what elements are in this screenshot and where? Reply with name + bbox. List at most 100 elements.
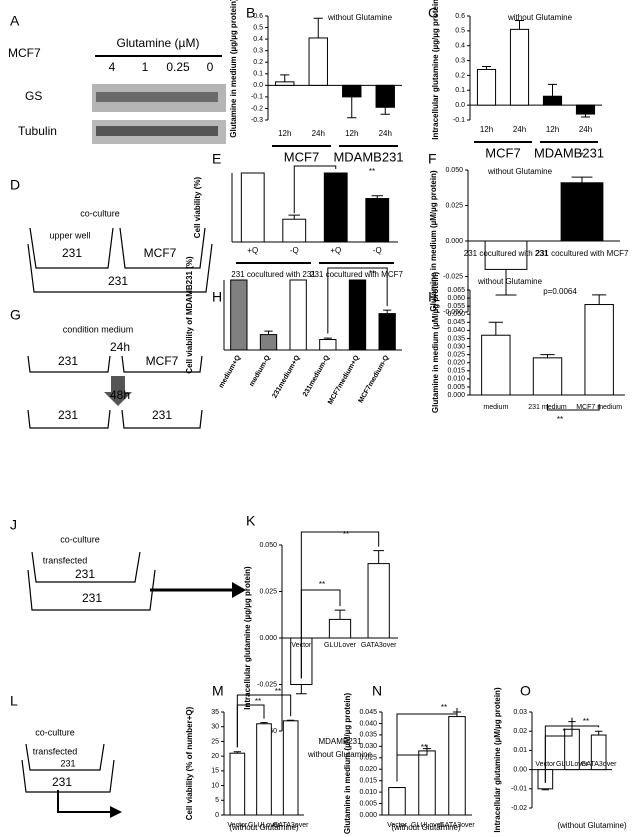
bar (378, 313, 396, 351)
group-label: 231 cocultured with MCF7 (310, 270, 403, 279)
panel-letter: I (428, 289, 432, 305)
y-tick-label: 0.035 (447, 335, 465, 342)
label: 231 (62, 246, 82, 260)
y-tick-label: -0.2 (251, 105, 263, 112)
annotation: without Glutamine (507, 13, 573, 22)
y-tick-label: 0.03 (513, 709, 527, 716)
significance-bracket (396, 708, 458, 782)
error-bar (540, 354, 555, 358)
y-tick-label: 0.01 (513, 747, 527, 754)
y-tick-label: 0.5 (253, 24, 263, 31)
y-tick-label: 0.045 (447, 319, 465, 326)
annotation: (without Glutamine) (391, 823, 461, 832)
lane: 1 (142, 60, 149, 74)
y-tick-label: 0.045 (359, 709, 377, 716)
diagram-title: co-culture (60, 534, 100, 544)
well (31, 551, 141, 583)
error-bar (288, 214, 300, 220)
x-tick-label: GATA3over (439, 822, 475, 829)
bar (365, 198, 390, 243)
y-tick-label: 0.02 (513, 728, 527, 735)
tray (121, 409, 203, 429)
bar (418, 750, 436, 816)
row-label: GS (25, 89, 42, 103)
panel-letter: F (428, 151, 437, 167)
y-axis-label: Intracellular glutamine (µg/µg protein) (243, 566, 252, 710)
arrow-head (232, 582, 246, 598)
error-bar (514, 19, 525, 30)
significance-bracket (236, 694, 292, 748)
y-tick-label: 35 (211, 709, 219, 716)
significance-bracket (293, 165, 337, 214)
label: 231 (152, 408, 172, 422)
annotation: p=0.0064 (543, 287, 577, 296)
panel-letter: O (520, 683, 531, 699)
y-tick-label: 0.3 (455, 57, 465, 64)
y-tick-label: 0.6 (253, 13, 263, 20)
blot-band (96, 92, 218, 102)
bar (323, 172, 348, 243)
error-bar (371, 195, 383, 199)
annotation: (without Glutamine) (229, 823, 299, 832)
label: 231 (58, 408, 78, 422)
x-tick-label: 12h (278, 129, 291, 138)
y-axis-label: Cell viability (% of number+Q) (185, 706, 194, 820)
x-tick-label: 231medium-Q (302, 354, 331, 398)
error-bar (481, 66, 492, 70)
y-tick-label: 0.005 (359, 800, 377, 807)
row-label: Tubulin (18, 124, 57, 138)
y-tick-label: -0.02 (511, 805, 527, 812)
y-tick-label: 25 (211, 738, 219, 745)
x-tick-label: GLULover (324, 642, 357, 649)
panel-letter: A (10, 13, 20, 29)
panel-letter: B (246, 5, 255, 21)
x-tick-label: medium+Q (218, 354, 243, 389)
annotation: ** (319, 580, 325, 589)
bar (308, 37, 328, 86)
arrow (57, 790, 112, 813)
y-axis-label: Cell viability (%) (193, 176, 202, 238)
x-tick-label: -Q (373, 246, 382, 255)
label: 231 (60, 758, 75, 768)
y-tick-label: 15 (211, 768, 219, 775)
y-tick-label: 0 (215, 812, 219, 819)
annotation: MDAMB231 (318, 737, 362, 746)
y-axis-label: Glutamine in medium (µM/µg protein) (429, 170, 438, 312)
x-tick-label: GATA3over (581, 761, 617, 768)
y-axis-label: Intracellular glutamine (µg/µg protein) (431, 0, 440, 140)
label: 231 (82, 591, 102, 605)
x-tick-label: Vector (227, 822, 248, 829)
significance-bracket (327, 267, 388, 334)
panel-letter: J (10, 517, 17, 533)
annotation: ** (421, 743, 427, 752)
error-bar (383, 309, 392, 314)
annotation: ** (255, 697, 261, 706)
y-tick-label: 0.6 (455, 13, 465, 20)
bar (342, 84, 362, 98)
y-tick-label: 0.4 (455, 43, 465, 50)
error-bar (323, 337, 332, 340)
bar (348, 279, 367, 351)
y-tick-label: 0.040 (447, 327, 465, 334)
diagram-title: co-culture (80, 208, 120, 218)
y-tick-label: 0.025 (259, 588, 277, 595)
annotation: * (562, 727, 565, 736)
y-tick-label: 30 (211, 724, 219, 731)
bar (367, 563, 390, 639)
error-bar (334, 609, 346, 620)
arrow-head (110, 806, 122, 818)
y-tick-label: 0.025 (445, 202, 463, 209)
condition: Glutamine (µM) (117, 36, 200, 50)
bar (328, 618, 352, 639)
bar (230, 279, 248, 351)
x-tick-label: MCF7medium-Q (358, 354, 391, 404)
error-bar (313, 17, 323, 38)
y-tick-label: 0.000 (445, 238, 463, 245)
y-tick-label: 0.010 (359, 789, 377, 796)
panel-letter: E (212, 151, 221, 167)
y-tick-label: -0.025 (443, 273, 463, 280)
y-axis-label: Glutamine in medium (µg/µg protein) (229, 0, 238, 138)
label: transfected (33, 746, 78, 756)
y-tick-label: -0.3 (251, 117, 263, 124)
y-tick-label: 0.015 (447, 368, 465, 375)
